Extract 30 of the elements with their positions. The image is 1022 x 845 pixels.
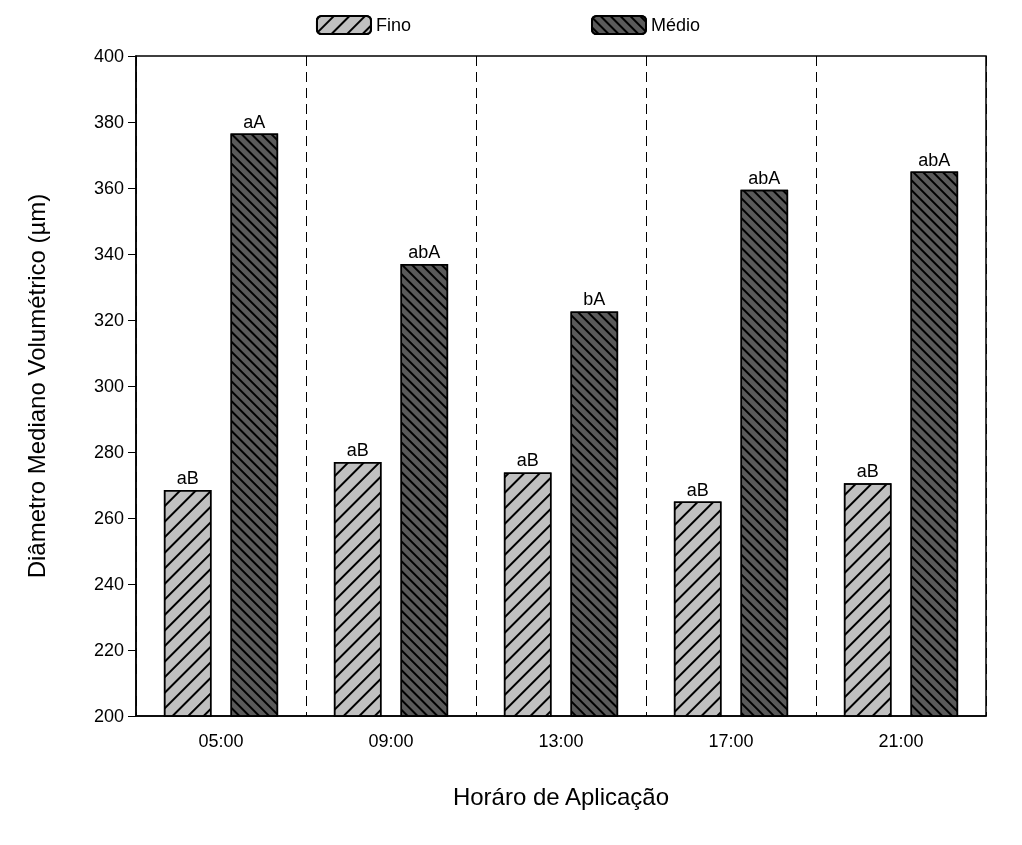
x-tick-label: 13:00: [538, 731, 584, 751]
y-axis-title: Diâmetro Mediano Volumétrico (µm): [22, 193, 50, 579]
x-tick-label: 17:00: [708, 731, 754, 751]
data-label: aA: [243, 111, 266, 132]
x-axis-title: Horáro de Aplicação: [452, 782, 670, 810]
y-tick-label: 260: [93, 508, 124, 528]
y-tick-label: 280: [93, 442, 124, 462]
y-tick-label: 400: [93, 46, 124, 66]
y-tick-label: 360: [93, 178, 124, 198]
data-label: aB: [856, 461, 879, 482]
legend-label: Fino: [375, 15, 411, 35]
x-tick-label: 05:00: [198, 731, 244, 751]
x-tick-label: 21:00: [878, 731, 924, 751]
y-tick-label: 320: [93, 310, 124, 330]
data-label: abA: [918, 149, 951, 170]
x-tick-label: 09:00: [368, 731, 414, 751]
y-tick-label: 220: [93, 640, 124, 660]
legend-label: Médio: [651, 15, 701, 35]
data-label: aB: [516, 450, 539, 471]
y-tick-label: 380: [93, 112, 124, 132]
y-tick-label: 340: [93, 244, 124, 264]
data-label: aB: [686, 479, 709, 500]
data-label: abA: [408, 241, 441, 262]
data-label: bA: [583, 289, 606, 310]
data-label: aB: [176, 467, 199, 488]
data-label: abA: [748, 167, 781, 188]
y-tick-label: 240: [93, 574, 124, 594]
y-tick-label: 200: [93, 706, 124, 726]
data-label: aB: [346, 439, 369, 460]
y-tick-label: 300: [93, 376, 124, 396]
